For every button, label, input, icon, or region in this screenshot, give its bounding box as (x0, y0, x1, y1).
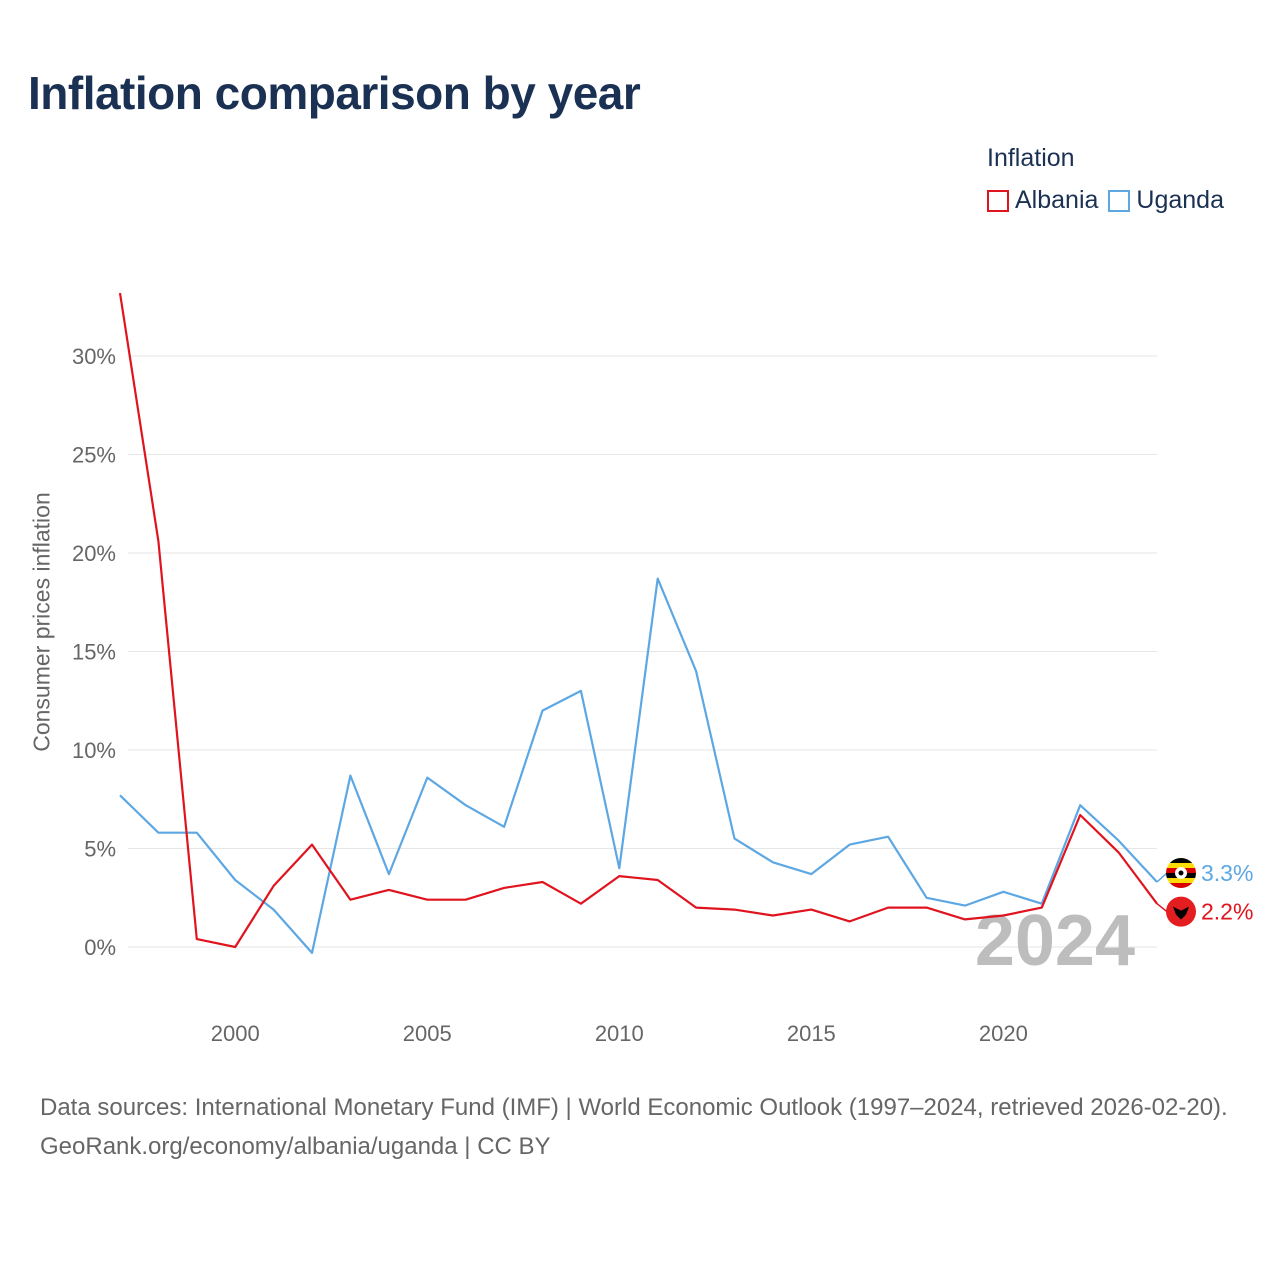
y-tick-label: 0% (84, 935, 116, 960)
leader-uganda (1156, 872, 1168, 883)
series-line-albania (118, 292, 1158, 949)
flag-icon-uganda (1166, 857, 1196, 888)
end-value-label-albania: 2.2% (1201, 899, 1253, 925)
y-tick-label: 5% (84, 837, 116, 862)
y-tick-label: 15% (72, 640, 116, 665)
y-tick-labels: 0% 5% 10% 15% 20% 25% 30% (72, 344, 116, 960)
x-tick-label: 2005 (403, 1021, 452, 1046)
legend-swatch-uganda (1108, 189, 1131, 212)
leader-albania (1156, 903, 1168, 913)
y-tick-label: 30% (72, 344, 116, 369)
legend-label-uganda: Uganda (1136, 186, 1224, 214)
y-tick-label: 20% (72, 541, 116, 566)
chart-area: 0% 5% 10% 15% 20% 25% 30% 2000 2005 2010 2015 2020… (72, 292, 1253, 1046)
series-lines (118, 292, 1158, 955)
x-tick-labels: 2000 2005 2010 2015 2020 (211, 1021, 1028, 1046)
data-sources: Data sources: International Monetary Fun… (40, 1094, 1228, 1121)
legend-label-albania: Albania (1015, 186, 1099, 214)
legend-item-albania[interactable]: Albania (987, 186, 1098, 215)
y-tick-label: 10% (72, 738, 116, 763)
legend: Albania Uganda (987, 186, 1234, 215)
legend-swatch-albania (987, 189, 1009, 212)
x-tick-label: 2010 (595, 1021, 644, 1046)
legend-item-uganda[interactable]: Uganda (1108, 186, 1224, 215)
legend-title: Inflation (987, 144, 1075, 172)
x-tick-label: 2020 (979, 1021, 1028, 1046)
y-tick-label: 25% (72, 443, 116, 468)
flag-icon-albania (1166, 896, 1196, 927)
x-tick-label: 2000 (211, 1021, 260, 1046)
series-end-markers: 2.2% 3.3% (1156, 857, 1253, 927)
series-line-uganda (119, 577, 1158, 955)
end-value-label-uganda: 3.3% (1201, 860, 1253, 886)
footer: Data sources: International Monetary Fun… (40, 1088, 1250, 1166)
year-watermark: 2024 (975, 901, 1135, 981)
chart-title: Inflation comparison by year (28, 67, 641, 119)
credit-link[interactable]: GeoRank.org/economy/albania/uganda | CC … (40, 1133, 551, 1160)
gridlines (128, 355, 1157, 948)
x-tick-label: 2015 (787, 1021, 836, 1046)
